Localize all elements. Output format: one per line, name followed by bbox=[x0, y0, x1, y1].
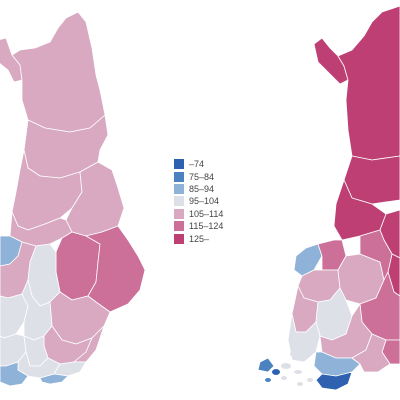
legend-swatch bbox=[174, 183, 184, 194]
legend-label: 75–84 bbox=[189, 171, 215, 182]
island-speck bbox=[281, 376, 287, 380]
legend-item: 125– bbox=[174, 232, 254, 244]
region-north-karelia bbox=[85, 225, 146, 313]
island-speck bbox=[272, 369, 280, 375]
legend-swatch bbox=[174, 208, 184, 219]
legend-item: –74 bbox=[174, 158, 254, 170]
region-lapland-north bbox=[11, 11, 106, 133]
region-ostrobothnia-coast bbox=[293, 243, 323, 277]
region-lapland-north bbox=[337, 5, 400, 161]
island-speck bbox=[297, 382, 303, 386]
legend-item: 75–84 bbox=[174, 170, 254, 182]
island-speck bbox=[294, 370, 302, 374]
right-map bbox=[257, 5, 400, 391]
legend-label: 85–94 bbox=[189, 183, 215, 194]
legend: –74 75–84 85–94 95–104 105–114 115–124 1… bbox=[174, 158, 254, 245]
region-kymenlaakso bbox=[351, 333, 391, 373]
region-southwest-finland bbox=[287, 313, 321, 363]
legend-item: 85–94 bbox=[174, 183, 254, 195]
region-helsinki-coast bbox=[315, 371, 353, 391]
legend-swatch bbox=[174, 233, 184, 244]
legend-label: 115–124 bbox=[189, 221, 224, 232]
region-southwest-coast bbox=[0, 361, 29, 387]
legend-swatch bbox=[174, 196, 184, 207]
region-uusimaa bbox=[313, 351, 361, 377]
legend-label: 105–114 bbox=[189, 208, 224, 219]
region-archipelago bbox=[257, 357, 275, 373]
legend-item: 105–114 bbox=[174, 208, 254, 220]
legend-item: 95–104 bbox=[174, 195, 254, 207]
island-speck bbox=[307, 378, 313, 382]
legend-swatch bbox=[174, 171, 184, 182]
region-helsinki-coast bbox=[39, 373, 69, 385]
legend-label: 125– bbox=[189, 233, 210, 244]
island-speck bbox=[281, 363, 291, 369]
island-speck bbox=[290, 352, 294, 356]
region-lapland-south bbox=[343, 155, 400, 205]
legend-item: 115–124 bbox=[174, 220, 254, 232]
legend-swatch bbox=[174, 159, 184, 170]
island-speck bbox=[265, 378, 271, 382]
legend-label: 95–104 bbox=[189, 196, 220, 207]
legend-label: –74 bbox=[189, 159, 205, 170]
left-map bbox=[0, 11, 146, 387]
legend-swatch bbox=[174, 221, 184, 232]
